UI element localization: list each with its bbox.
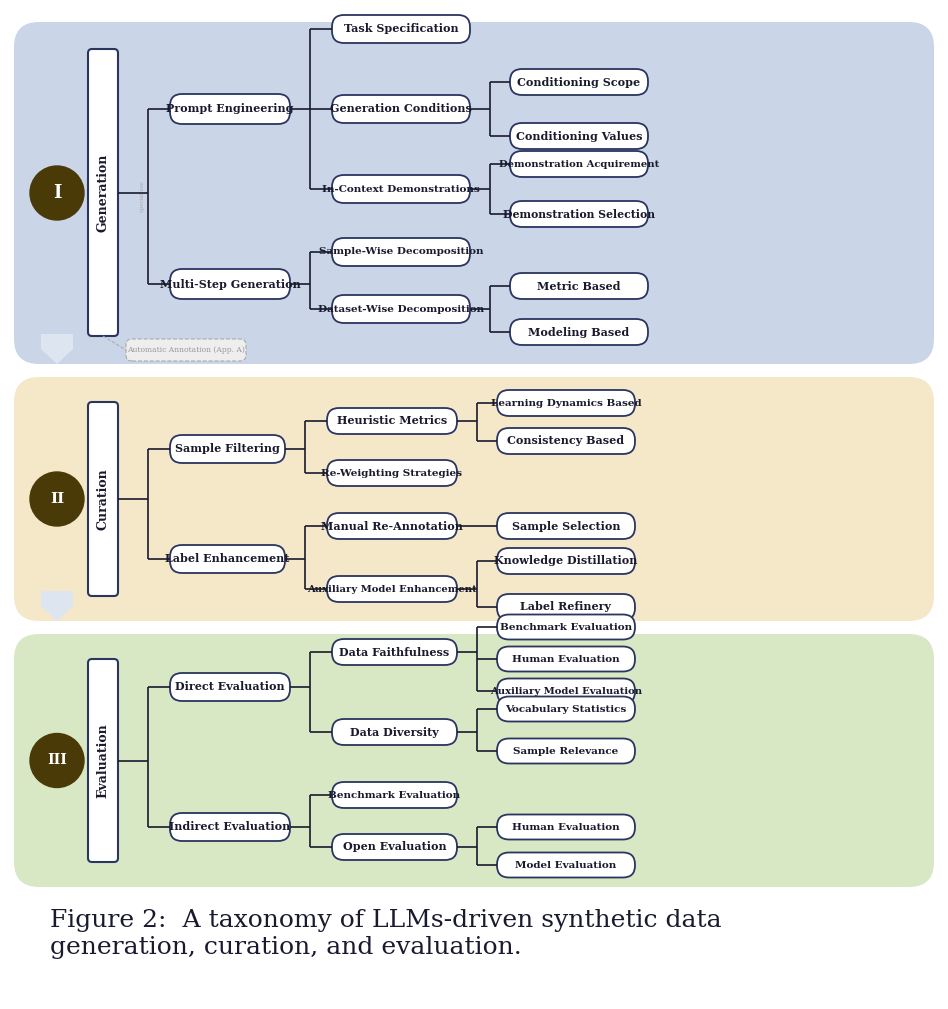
FancyBboxPatch shape <box>497 594 635 620</box>
FancyBboxPatch shape <box>332 238 470 266</box>
FancyBboxPatch shape <box>510 69 648 95</box>
FancyBboxPatch shape <box>14 634 934 887</box>
Text: Sample Filtering: Sample Filtering <box>175 444 280 454</box>
Text: Knowledge Distillation: Knowledge Distillation <box>494 556 638 566</box>
FancyBboxPatch shape <box>332 834 457 860</box>
Text: Task Specification: Task Specification <box>344 23 458 34</box>
Text: Metric Based: Metric Based <box>538 281 621 292</box>
FancyBboxPatch shape <box>170 94 290 124</box>
FancyBboxPatch shape <box>332 782 457 808</box>
Text: Figure 2:  A taxonomy of LLMs-driven synthetic data
generation, curation, and ev: Figure 2: A taxonomy of LLMs-driven synt… <box>50 909 721 959</box>
FancyBboxPatch shape <box>497 647 635 672</box>
Text: Learning Dynamics Based: Learning Dynamics Based <box>491 399 641 408</box>
FancyBboxPatch shape <box>497 390 635 416</box>
FancyBboxPatch shape <box>126 339 246 361</box>
FancyBboxPatch shape <box>327 408 457 434</box>
Text: In-Context Demonstrations: In-Context Demonstrations <box>322 185 480 194</box>
FancyBboxPatch shape <box>332 639 457 665</box>
Circle shape <box>30 472 84 526</box>
Text: III: III <box>47 754 67 768</box>
Text: I: I <box>53 184 62 202</box>
FancyBboxPatch shape <box>510 319 648 345</box>
FancyBboxPatch shape <box>497 739 635 764</box>
Text: Heuristic Metrics: Heuristic Metrics <box>337 416 447 427</box>
Polygon shape <box>41 591 73 621</box>
FancyBboxPatch shape <box>497 678 635 703</box>
FancyBboxPatch shape <box>170 813 290 840</box>
Text: Evaluation: Evaluation <box>97 723 110 798</box>
Text: Indirect Evaluation: Indirect Evaluation <box>170 821 291 832</box>
Text: Re-Weighting Strategies: Re-Weighting Strategies <box>321 468 463 477</box>
FancyBboxPatch shape <box>327 460 457 486</box>
FancyBboxPatch shape <box>497 814 635 839</box>
Text: Generation: Generation <box>97 153 110 232</box>
Text: Data Faithfulness: Data Faithfulness <box>339 647 449 658</box>
Text: Label Enhancement: Label Enhancement <box>165 554 290 564</box>
FancyBboxPatch shape <box>510 123 648 149</box>
Text: Sample Relevance: Sample Relevance <box>514 747 619 756</box>
Text: Vocabulary Statistics: Vocabulary Statistics <box>505 704 627 713</box>
FancyBboxPatch shape <box>88 659 118 862</box>
FancyBboxPatch shape <box>497 853 635 878</box>
FancyBboxPatch shape <box>170 435 285 463</box>
Text: Auxiliary Model Enhancement: Auxiliary Model Enhancement <box>307 584 477 593</box>
FancyBboxPatch shape <box>510 151 648 177</box>
Text: Data Diversity: Data Diversity <box>350 726 439 738</box>
FancyBboxPatch shape <box>14 377 934 621</box>
FancyBboxPatch shape <box>332 719 457 745</box>
Text: Demonstration Selection: Demonstration Selection <box>503 209 655 220</box>
FancyBboxPatch shape <box>332 295 470 323</box>
Text: Human Evaluation: Human Evaluation <box>512 655 620 664</box>
FancyBboxPatch shape <box>497 513 635 539</box>
Text: Demonstration Acquirement: Demonstration Acquirement <box>499 159 659 169</box>
Text: Generation Conditions: Generation Conditions <box>330 104 472 114</box>
FancyBboxPatch shape <box>497 548 635 574</box>
FancyBboxPatch shape <box>510 273 648 299</box>
Circle shape <box>30 734 84 787</box>
Text: Direct Evaluation: Direct Evaluation <box>175 681 284 692</box>
Polygon shape <box>41 334 73 364</box>
Text: Conditioning Values: Conditioning Values <box>516 130 642 141</box>
Text: Dataset-Wise Decomposition: Dataset-Wise Decomposition <box>318 305 484 314</box>
Text: Modeling Based: Modeling Based <box>528 327 629 337</box>
FancyBboxPatch shape <box>497 696 635 721</box>
Text: Sample Selection: Sample Selection <box>512 521 620 532</box>
Text: Curation: Curation <box>97 468 110 530</box>
FancyBboxPatch shape <box>88 49 118 336</box>
FancyBboxPatch shape <box>170 269 290 299</box>
Text: Label Refinery: Label Refinery <box>520 601 611 612</box>
Text: Manual Re-Annotation: Manual Re-Annotation <box>321 521 463 532</box>
FancyBboxPatch shape <box>332 95 470 123</box>
FancyBboxPatch shape <box>88 402 118 596</box>
FancyBboxPatch shape <box>332 175 470 203</box>
FancyBboxPatch shape <box>170 545 285 573</box>
Text: Benchmark Evaluation: Benchmark Evaluation <box>500 623 632 632</box>
Text: Benchmark Evaluation: Benchmark Evaluation <box>328 790 461 799</box>
Text: Human Evaluation: Human Evaluation <box>512 822 620 831</box>
Text: Auxiliary Model Evaluation: Auxiliary Model Evaluation <box>490 686 642 695</box>
Circle shape <box>30 166 84 220</box>
Text: Consistency Based: Consistency Based <box>507 436 625 447</box>
Text: Open Evaluation: Open Evaluation <box>342 842 447 853</box>
Text: special use: special use <box>140 181 145 212</box>
FancyBboxPatch shape <box>14 22 934 364</box>
Text: Automatic Annotation (App. A): Automatic Annotation (App. A) <box>127 346 245 354</box>
FancyBboxPatch shape <box>332 15 470 43</box>
FancyBboxPatch shape <box>497 428 635 454</box>
Text: Sample-Wise Decomposition: Sample-Wise Decomposition <box>319 247 483 256</box>
FancyBboxPatch shape <box>327 576 457 602</box>
FancyBboxPatch shape <box>510 201 648 227</box>
FancyBboxPatch shape <box>327 513 457 539</box>
Text: Conditioning Scope: Conditioning Scope <box>518 77 641 88</box>
Text: II: II <box>50 492 64 506</box>
Text: Model Evaluation: Model Evaluation <box>516 861 616 870</box>
FancyBboxPatch shape <box>170 673 290 701</box>
FancyBboxPatch shape <box>497 614 635 640</box>
Text: Prompt Engineering: Prompt Engineering <box>166 104 294 114</box>
Text: Multi-Step Generation: Multi-Step Generation <box>159 278 301 290</box>
